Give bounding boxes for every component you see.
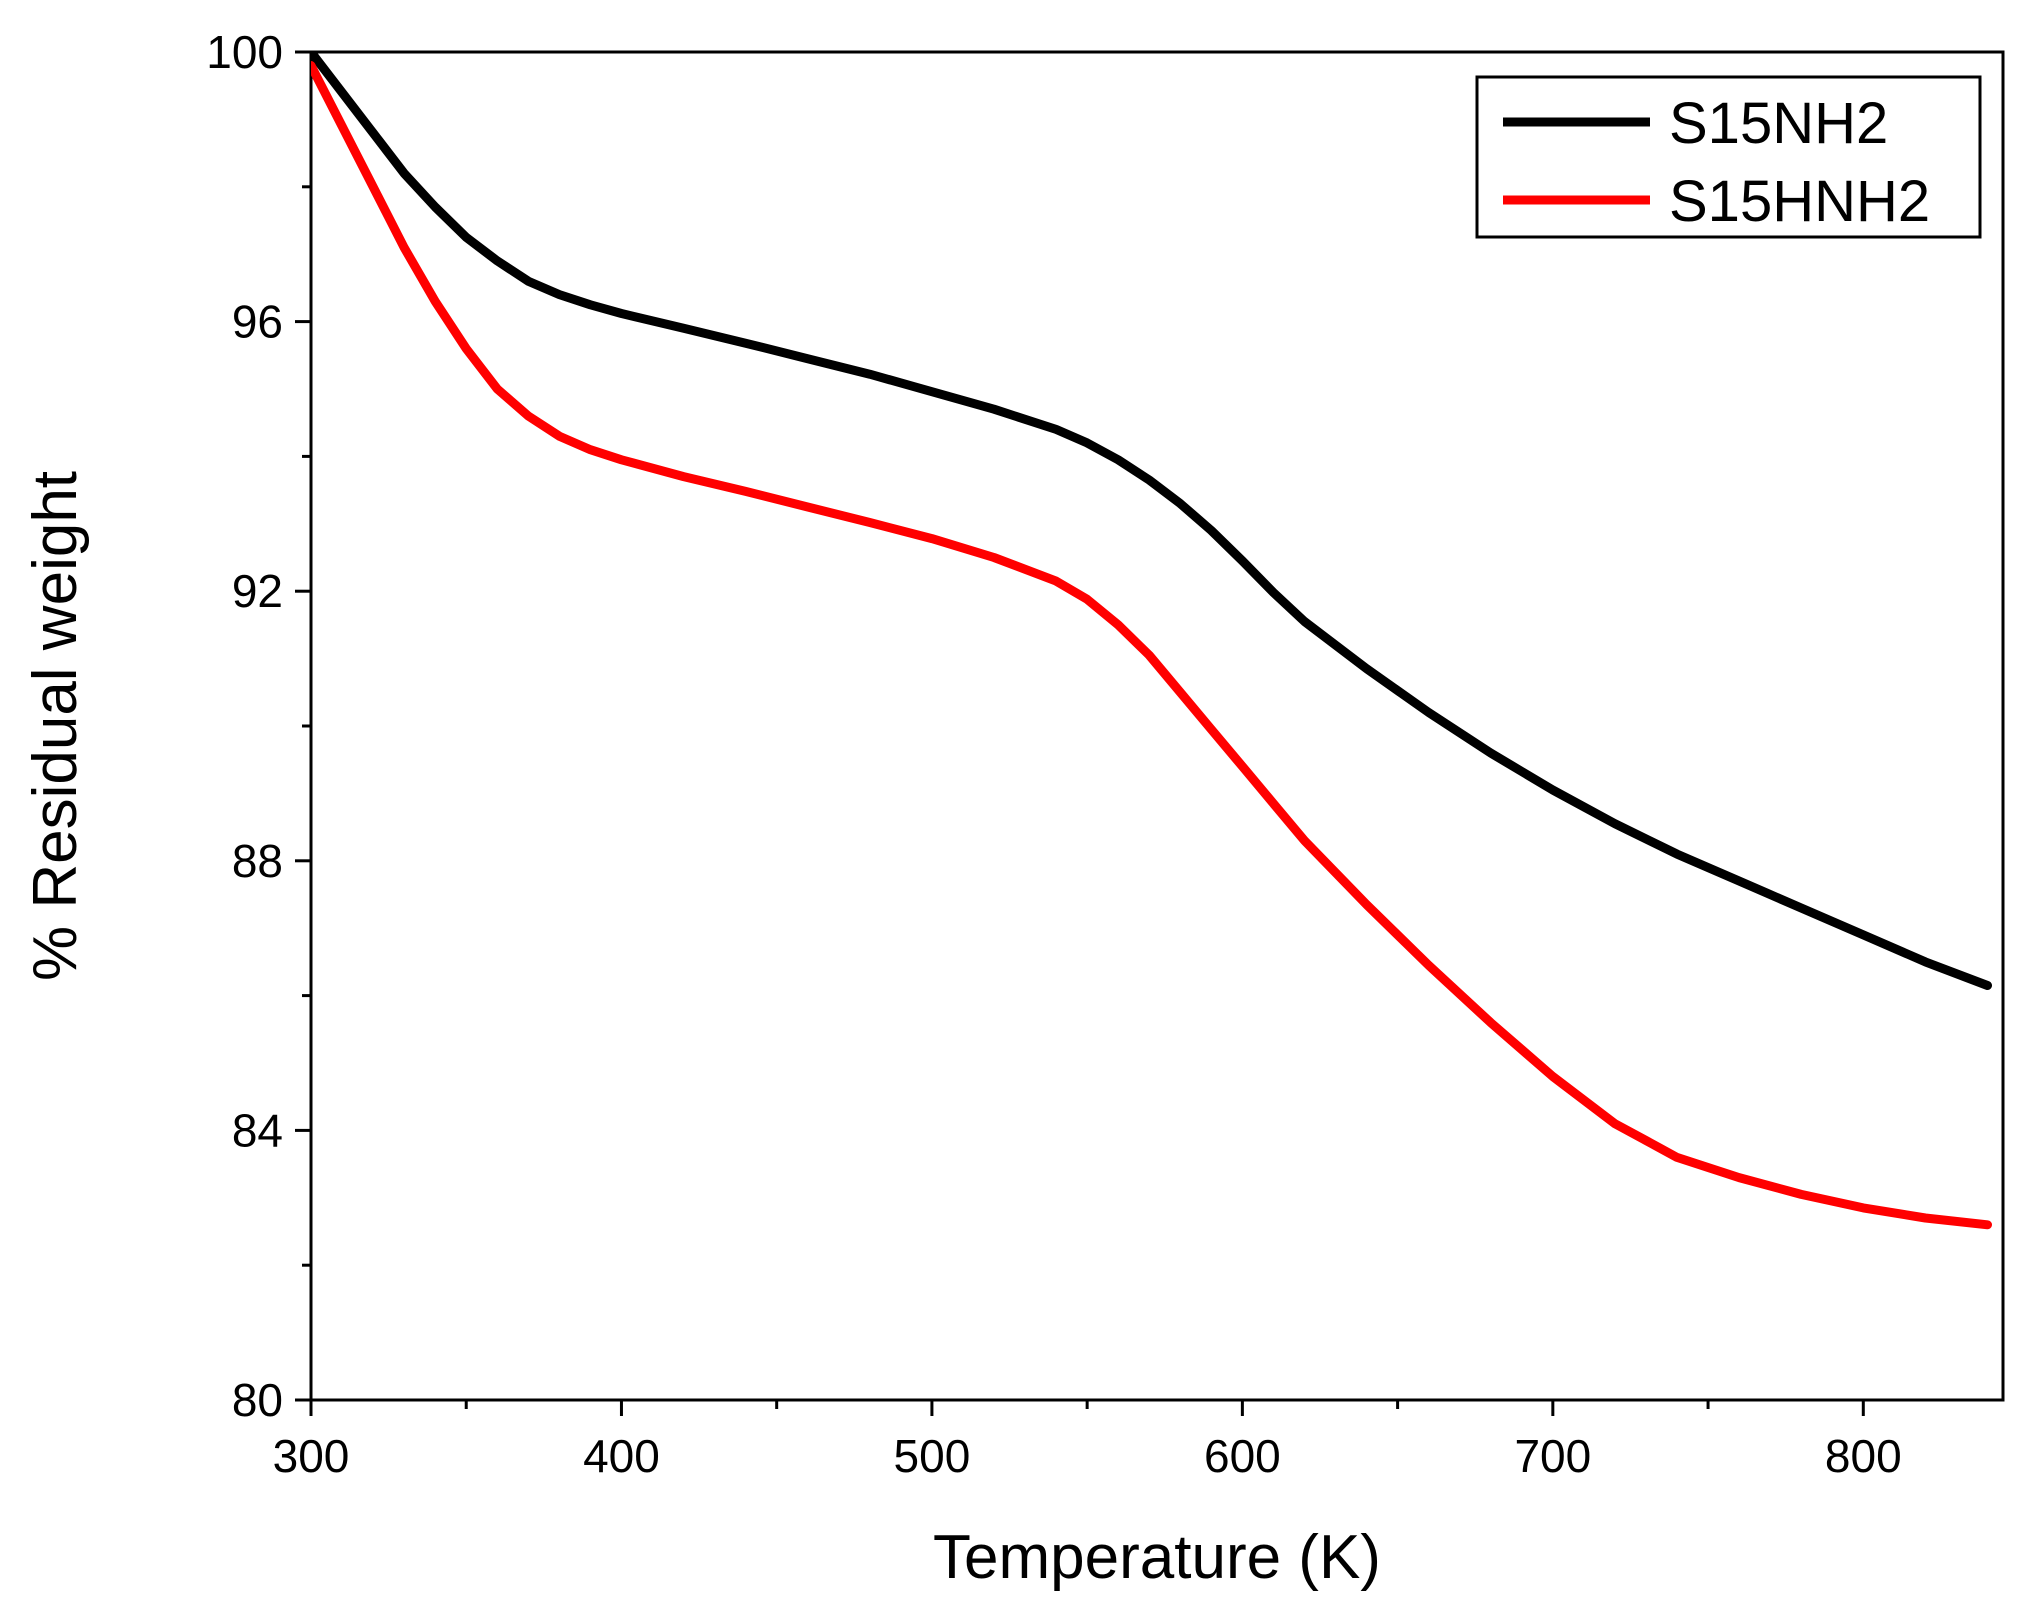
x-tick-label: 300 [273,1430,350,1482]
y-tick-label: 88 [232,835,283,887]
legend-label-s15nh2: S15NH2 [1669,91,1888,156]
y-tick-label: 100 [206,26,283,78]
x-axis-ticks: 300 400 500 600 700 800 [273,1400,1902,1482]
y-tick-label: 84 [232,1104,283,1156]
x-axis-title: Temperature (K) [933,1523,1381,1592]
series-group [311,52,1992,1230]
y-tick-label: 92 [232,565,283,617]
y-tick-label: 96 [232,296,283,348]
x-tick-label: 700 [1514,1430,1591,1482]
plot-frame [309,50,2005,1402]
legend: S15NH2 S15HNH2 [1475,75,1982,239]
series-line-s15hnh2 [311,61,1992,1230]
plot-area [309,50,2005,1402]
x-tick-label: 500 [894,1430,971,1482]
x-tick-label: 800 [1825,1430,1902,1482]
y-tick-label: 80 [232,1374,283,1426]
y-axis-title: % Residual weight [21,471,90,981]
x-tick-label: 600 [1204,1430,1281,1482]
legend-label-s15hnh2: S15HNH2 [1669,169,1930,234]
series-line-s15nh2 [311,52,1992,990]
legend-box [1475,75,1982,239]
x-tick-label: 400 [583,1430,660,1482]
y-axis-ticks: 80 84 88 92 96 100 [206,26,311,1426]
